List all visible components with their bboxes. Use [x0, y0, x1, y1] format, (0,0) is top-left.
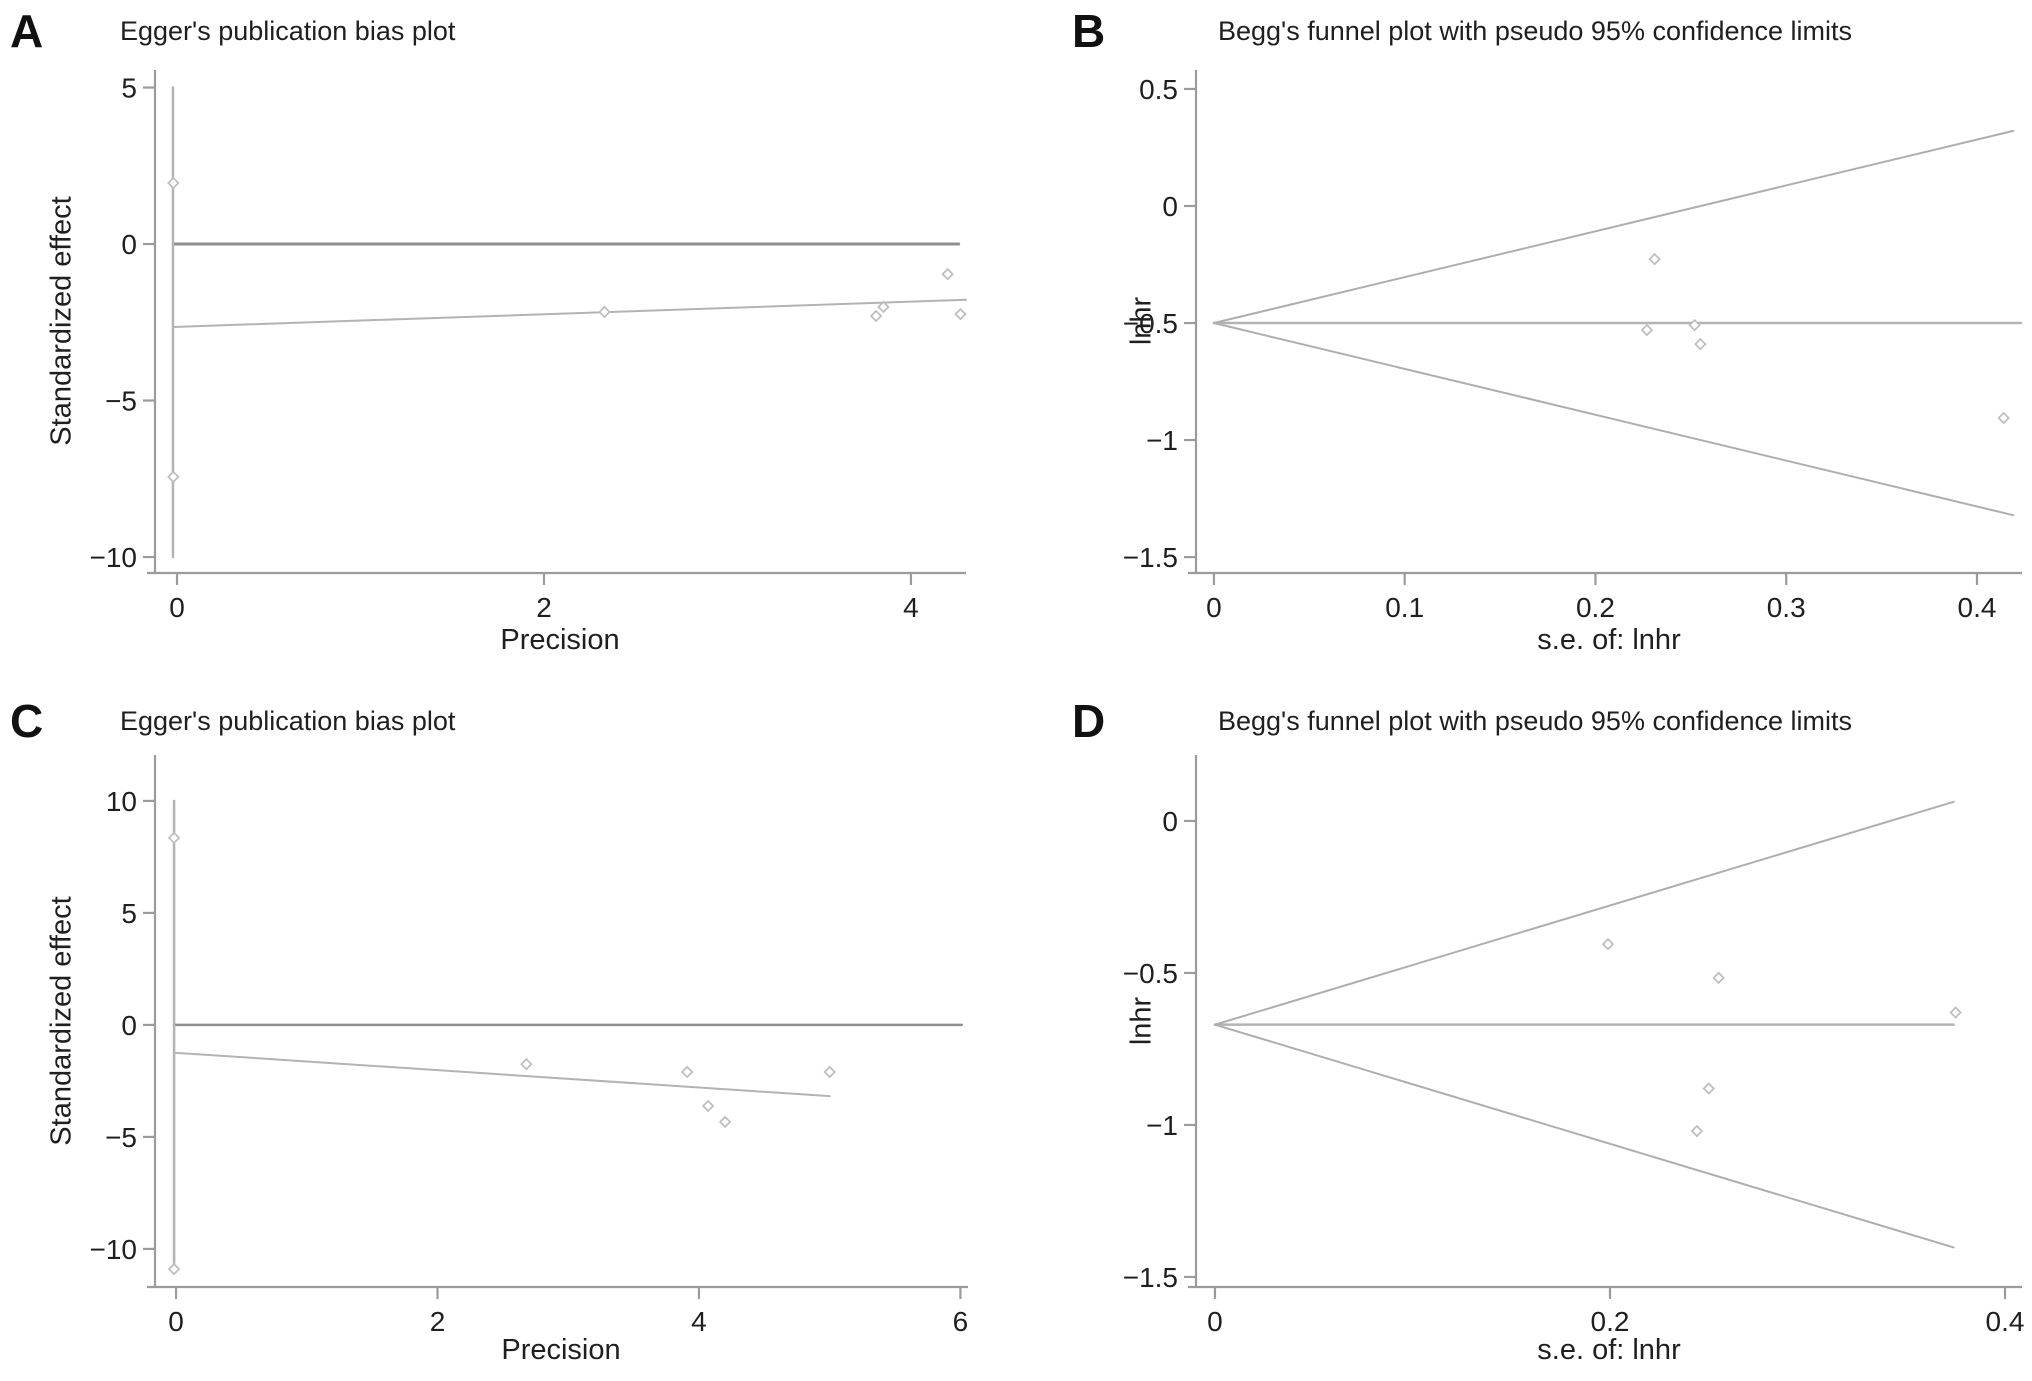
y-tick-label: 0: [1162, 191, 1178, 222]
data-point: [941, 267, 954, 281]
data-point: [167, 470, 180, 484]
panel-b-title: Begg's funnel plot with pseudo 95% confi…: [1218, 16, 1853, 46]
data-point: [954, 307, 967, 321]
panel-b-x-axis-title: s.e. of: lnhr: [1537, 624, 1681, 656]
data-point: [520, 1057, 533, 1071]
panel-a-title: Egger's publication bias plot: [120, 16, 456, 46]
x-tick-label: 0: [1206, 592, 1222, 623]
data-point: [823, 1065, 836, 1079]
y-tick-label: −5: [105, 1122, 137, 1153]
y-tick-label: −0.5: [1123, 308, 1178, 339]
data-point: [1690, 1124, 1704, 1138]
data-point: [167, 176, 180, 190]
y-tick-label: 0: [121, 229, 137, 260]
x-tick-label: 4: [903, 592, 919, 623]
x-tick-label: 0: [1207, 1306, 1223, 1337]
x-tick-label: 2: [430, 1306, 446, 1337]
y-tick-label: −1.5: [1123, 542, 1178, 573]
data-point: [1702, 1082, 1716, 1095]
funnel-upper-limit-line: [1213, 800, 1955, 1026]
panel-a-x-axis-title: Precision: [500, 624, 620, 656]
panel-b-y-axis-title: lnhr: [1125, 296, 1158, 346]
data-point: [1688, 318, 1701, 332]
x-tick-label: 2: [536, 592, 552, 623]
y-tick-label: −10: [90, 542, 138, 573]
egger-regression-line: [172, 298, 967, 328]
x-tick-label: 0.2: [1591, 1306, 1630, 1337]
data-point: [598, 305, 611, 319]
data-point: [1640, 323, 1654, 337]
panel-d-y-axis-title: lnhr: [1125, 996, 1158, 1046]
data-point: [701, 1099, 715, 1113]
x-tick-label: 0: [169, 592, 185, 623]
y-tick-label: 0: [121, 1010, 137, 1041]
panel-a-y-axis-title: Standardized effect: [45, 196, 78, 446]
data-point: [680, 1065, 694, 1079]
y-tick-label: 5: [121, 898, 137, 929]
data-point: [167, 1262, 181, 1276]
y-tick-label: −0.5: [1123, 958, 1178, 989]
data-point: [1949, 1006, 1962, 1019]
panel-b-letter: B: [1072, 5, 1106, 57]
x-tick-label: 4: [691, 1306, 707, 1337]
x-tick-label: 0.4: [1958, 592, 1997, 623]
panel-c-letter: C: [10, 695, 44, 747]
data-point: [1997, 411, 2010, 425]
panel-d-x-axis-title: s.e. of: lnhr: [1537, 1334, 1681, 1366]
panel-d-letter: D: [1072, 695, 1106, 747]
data-point: [1601, 937, 1615, 951]
x-tick-label: 0.2: [1576, 592, 1615, 623]
x-tick-label: 0.1: [1385, 592, 1424, 623]
y-tick-label: −1: [1146, 1110, 1178, 1141]
panel-a-letter: A: [10, 5, 44, 57]
data-point: [877, 300, 890, 314]
x-tick-label: 0.4: [1986, 1306, 2025, 1337]
egger-regression-line: [173, 1051, 831, 1098]
data-point: [1648, 252, 1661, 266]
x-tick-label: 0.3: [1767, 592, 1806, 623]
data-point: [1694, 337, 1707, 351]
funnel-upper-limit-line: [1212, 129, 2015, 325]
data-point: [869, 309, 883, 323]
y-tick-label: −10: [90, 1234, 138, 1265]
data-point: [718, 1115, 732, 1129]
panel-c-title: Egger's publication bias plot: [120, 706, 456, 736]
y-tick-label: −5: [105, 386, 137, 417]
y-tick-label: 5: [121, 73, 137, 104]
panel-d-title: Begg's funnel plot with pseudo 95% confi…: [1218, 706, 1853, 736]
funnel-lower-limit-line: [1213, 1023, 1955, 1249]
y-tick-label: 0.5: [1139, 74, 1178, 105]
y-tick-label: 10: [106, 786, 137, 817]
y-tick-label: −1: [1146, 425, 1178, 456]
data-point: [1712, 971, 1725, 985]
x-tick-label: 6: [953, 1306, 969, 1337]
y-tick-label: 0: [1162, 806, 1178, 837]
data-point: [167, 831, 181, 845]
y-tick-label: −1.5: [1123, 1262, 1178, 1293]
funnel-lower-limit-line: [1212, 322, 2015, 517]
panel-c-y-axis-title: Standardized effect: [45, 896, 78, 1146]
panel-c-x-axis-title: Precision: [501, 1334, 621, 1366]
x-tick-label: 0: [168, 1306, 184, 1337]
